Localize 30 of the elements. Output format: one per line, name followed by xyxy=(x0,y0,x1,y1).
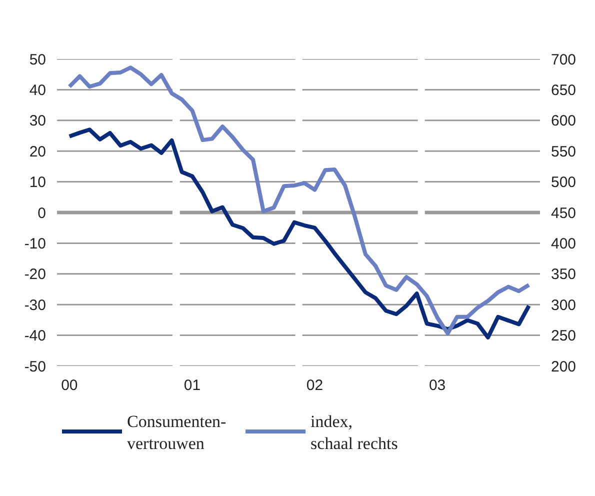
y2-tick-label: 700 xyxy=(551,51,576,68)
x-tick-label: 03 xyxy=(428,377,446,394)
y-tick-label: -10 xyxy=(24,235,46,252)
y-tick-label: -40 xyxy=(24,328,46,345)
y-tick-label: 10 xyxy=(29,174,46,192)
line-series xyxy=(67,128,531,340)
line-series xyxy=(67,66,531,336)
y2-tick-label: 500 xyxy=(551,174,576,192)
y2-tick-label: 600 xyxy=(551,112,576,130)
y2-tick-label: 400 xyxy=(551,235,576,252)
y2-tick-label: 200 xyxy=(551,358,576,376)
y-tick-label: 20 xyxy=(29,143,46,160)
x-tick-label: 02 xyxy=(306,377,324,394)
y2-tick-label: 250 xyxy=(551,328,576,345)
legend-label: Consumenten- vertrouwen xyxy=(127,412,226,454)
y-tick-label: 40 xyxy=(29,82,46,99)
y-tick-label: 50 xyxy=(29,51,46,68)
y2-tick-label: 650 xyxy=(551,82,576,99)
y-tick-label: -50 xyxy=(24,358,46,376)
y2-tick-label: 350 xyxy=(551,266,576,284)
y-tick-label: -30 xyxy=(24,296,46,314)
y-tick-label: -20 xyxy=(24,266,46,284)
x-tick-label: 01 xyxy=(184,377,201,394)
x-tick-label: 00 xyxy=(61,377,78,394)
y2-tick-label: 450 xyxy=(551,204,576,222)
y2-tick-label: 550 xyxy=(551,143,576,160)
y2-tick-label: 300 xyxy=(551,296,576,314)
y-tick-label: 30 xyxy=(29,112,46,130)
legend-label: index, schaal rechts xyxy=(310,412,398,454)
y-tick-label: 0 xyxy=(38,204,46,222)
